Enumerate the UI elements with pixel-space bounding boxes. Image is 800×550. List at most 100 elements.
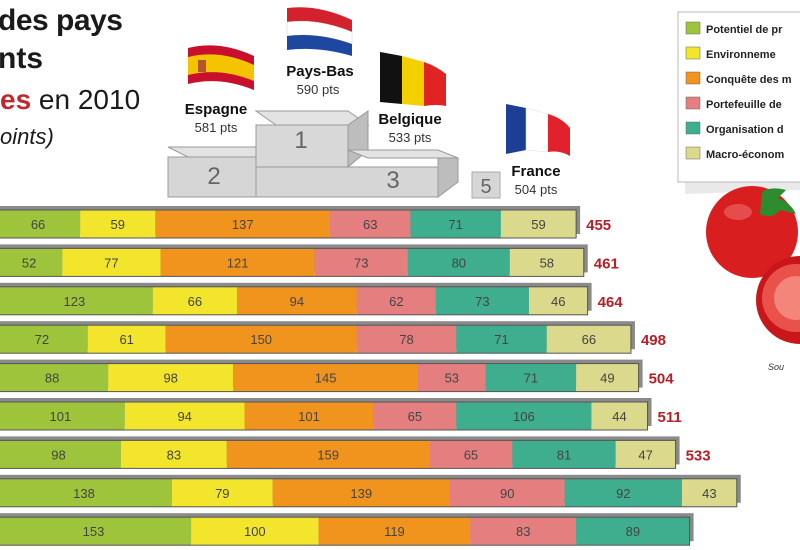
bar-segment xyxy=(576,363,639,392)
bar-segment-label: 119 xyxy=(384,524,405,539)
bar-segment xyxy=(615,440,676,469)
bar-segment-label: 59 xyxy=(111,217,125,232)
bar-segment xyxy=(591,402,648,430)
bar-segment-label: 101 xyxy=(298,409,320,424)
chart-title-line3: es en 2010 xyxy=(0,84,140,116)
bar-segment-label: 65 xyxy=(464,447,478,462)
bar-segment-label: 46 xyxy=(551,294,565,309)
country-name-espagne: Espagne xyxy=(185,101,248,118)
chart-title-line2: nts xyxy=(0,42,43,75)
bar-segment xyxy=(155,210,331,238)
bar-segment xyxy=(171,478,273,507)
bar-segment-label: 98 xyxy=(51,447,65,462)
bar-segment xyxy=(485,363,577,392)
bar-segment-label: 88 xyxy=(45,371,59,386)
bar-segment-label: 106 xyxy=(513,409,535,424)
bar-segment xyxy=(152,286,237,315)
bar-outline xyxy=(0,401,649,431)
bar-segment-label: 59 xyxy=(531,217,545,232)
source-note: Sou xyxy=(768,362,784,372)
bar-segment-label: 66 xyxy=(188,294,202,309)
bar-segment-label: 65 xyxy=(408,409,422,424)
bar-segment xyxy=(528,286,588,315)
bar-segment xyxy=(318,517,471,546)
podium-third-side xyxy=(437,157,459,198)
podium-rank-3: 3 xyxy=(386,167,399,194)
bar-segment xyxy=(314,248,408,277)
bar-total-label: 504 xyxy=(649,371,675,388)
bar-segment-label: 98 xyxy=(163,371,177,386)
bar-total-label: 498 xyxy=(641,332,666,349)
bar-segment-label: 92 xyxy=(616,486,630,501)
country-points-pays-bas: 590 pts xyxy=(297,82,340,97)
bar-segment-label: 52 xyxy=(22,255,36,270)
legend-swatch xyxy=(685,71,701,85)
bar-segment-label: 43 xyxy=(702,486,716,501)
bar-segment xyxy=(233,363,419,392)
bar-segment xyxy=(80,210,156,238)
bar-outline xyxy=(0,247,585,277)
legend-label: Organisation d xyxy=(706,124,784,136)
legend-label: Portefeuille de xyxy=(706,99,782,111)
bar-segment xyxy=(226,440,430,469)
bar-segment xyxy=(160,248,315,277)
bar-segment xyxy=(512,440,616,469)
bar-segment-label: 72 xyxy=(35,332,49,347)
legend-swatch xyxy=(685,21,701,35)
bar-segment-label: 63 xyxy=(363,217,377,232)
rank-5-box xyxy=(471,171,501,199)
bar-segment xyxy=(456,402,592,430)
bar-segment xyxy=(124,402,245,430)
bar-segment xyxy=(0,248,63,277)
bar-segment xyxy=(418,363,486,392)
netherlands-flag-icon xyxy=(286,7,353,56)
bar-outline xyxy=(0,286,589,316)
bar-segment xyxy=(470,517,577,546)
bar-segment-label: 62 xyxy=(389,294,403,309)
bar-segment xyxy=(509,248,584,277)
podium-second-front xyxy=(167,156,257,198)
title-year-text: en 2010 xyxy=(31,84,141,115)
bar-segment xyxy=(0,286,153,315)
bar-segment-label: 123 xyxy=(64,294,86,309)
bar-total-label: 455 xyxy=(586,217,611,234)
bar-segment xyxy=(456,325,547,354)
bar-segment-label: 47 xyxy=(638,447,652,462)
bar-segment-label: 139 xyxy=(350,486,372,501)
bar-segment xyxy=(272,478,450,507)
bar-segment xyxy=(407,248,510,277)
country-name-belgique: Belgique xyxy=(378,111,441,128)
bar-segment xyxy=(356,286,436,315)
country-name-pays-bas: Pays-Bas xyxy=(286,63,354,80)
bar-segment xyxy=(429,440,513,469)
bar-segment xyxy=(0,440,121,469)
bar-segment-label: 121 xyxy=(227,255,249,270)
bar-segment-label: 49 xyxy=(600,371,614,386)
bar-segment-label: 159 xyxy=(317,447,339,462)
bar-segment-label: 138 xyxy=(73,486,95,501)
legend-swatch xyxy=(685,96,701,110)
legend-swatch xyxy=(685,146,701,160)
bar-segment xyxy=(564,478,682,507)
bar-segment xyxy=(236,286,357,315)
bar-total-label: 461 xyxy=(594,255,619,272)
legend-label: Potentiel de pr xyxy=(706,24,783,36)
chart-subtitle-unit: oints) xyxy=(0,124,54,149)
bar-segment-label: 79 xyxy=(215,486,229,501)
podium-rank-1: 1 xyxy=(294,127,307,154)
bar-segment xyxy=(0,210,81,238)
bar-outline xyxy=(0,209,577,239)
bar-segment xyxy=(449,478,565,507)
bar-segment-label: 100 xyxy=(244,524,266,539)
bar-segment-label: 153 xyxy=(83,524,105,539)
legend-label: Conquête des m xyxy=(706,74,792,86)
bar-segment-label: 150 xyxy=(250,332,272,347)
bar-segment xyxy=(576,517,690,546)
bar-segment-label: 89 xyxy=(626,524,640,539)
bar-segment xyxy=(191,517,319,546)
bar-segment xyxy=(0,325,88,354)
bar-segment xyxy=(120,440,227,469)
bar-segment-label: 145 xyxy=(315,371,337,386)
bar-segment xyxy=(356,325,457,354)
